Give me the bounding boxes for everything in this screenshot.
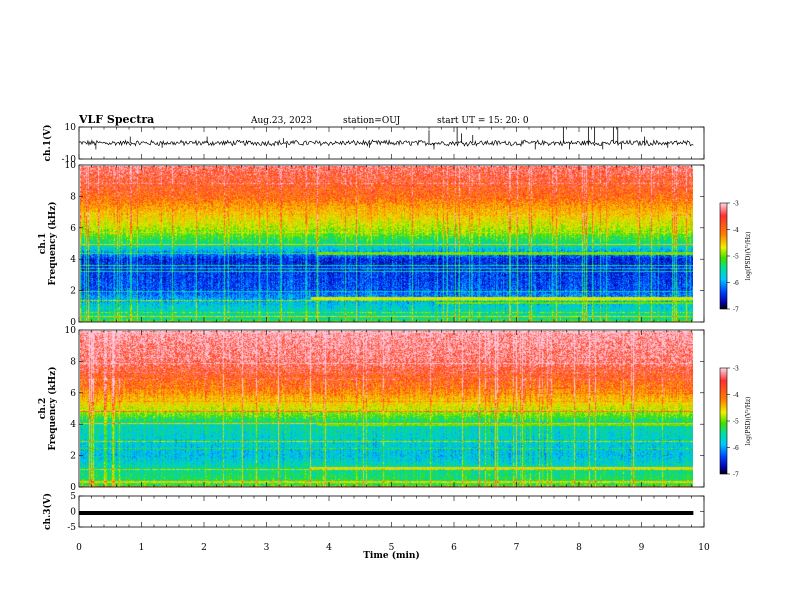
x-tick-label: 5 (389, 543, 395, 553)
ch2-spec-ytick-label: 6 (70, 389, 76, 399)
ch1-colorbar-tick-label: -5 (733, 254, 739, 261)
ch3-wave-ytick-label: 5 (70, 492, 76, 502)
x-tick-label: 0 (76, 543, 82, 553)
ch2-colorbar-gradient (719, 367, 728, 475)
x-tick-label: 2 (201, 543, 207, 553)
ch2-colorbar-tick-label: -7 (733, 472, 739, 479)
ch1-spec-ytick-label: 8 (70, 192, 76, 202)
ch1-wave-ytick-label: 10 (65, 123, 77, 133)
ch3-wave-ytick-label: -5 (67, 523, 76, 533)
ch3-waveform-panel: 5 0 -5 ch.3(V) (42, 492, 705, 533)
ch2-colorbar-tick-label: -3 (733, 366, 739, 373)
header-start-time: start UT = 15: 20: 0 (437, 116, 529, 126)
x-tick-label: 6 (451, 543, 457, 553)
header-date: Aug.23, 2023 (250, 116, 312, 126)
ch2-colorbar-tick-label: -4 (733, 392, 739, 399)
ch3-wave-ytick-label: 0 (70, 508, 76, 518)
ch1-colorbar-tick-label: -4 (733, 227, 739, 234)
ch1-spec-ytick-label: 2 (70, 287, 76, 297)
ch2-spec-ytick-label: 4 (70, 420, 76, 430)
ch1-spec-ytick-label: 4 (70, 255, 76, 265)
ch2-colorbar: -3 -4 -5 -6 -7 log(PSD)(V²/Hz) (719, 366, 752, 479)
x-tick-label: 3 (264, 543, 270, 553)
ch2-spec-ylabel-line: ch.2 (38, 398, 48, 419)
ch1-colorbar-tick-label: -3 (733, 201, 739, 208)
ch3-wave-ylabel-line: ch.3(V) (42, 493, 53, 530)
ch1-spec-ytick-label: 10 (65, 161, 77, 171)
ch1-spec-ytick-label: 6 (70, 224, 76, 234)
ch1-wave-ytick-label: -10 (62, 155, 77, 165)
ch1-colorbar-tick-label: -7 (733, 307, 739, 314)
ch2-spec-ylabel-line: Frequency (kHz) (47, 366, 58, 450)
ch2-colorbar-label: log(PSD)(V²/Hz) (745, 397, 752, 446)
header-station: station=OUJ (343, 116, 401, 126)
x-tick-label: 1 (139, 543, 145, 553)
ch2-spec-ytick-label: 8 (70, 357, 76, 367)
ch2-colorbar-tick-label: -5 (733, 419, 739, 426)
ch1-colorbar: -3 -4 -5 -6 -7 log(PSD)(V²/Hz) (719, 201, 752, 314)
ch1-colorbar-tick-label: -6 (733, 280, 739, 287)
ch2-spec-canvas (79, 330, 693, 487)
ch2-spectrogram-panel: 0 2 4 6 8 10 ch.2 Frequency (kHz) (38, 326, 705, 493)
x-axis-label: Time (min) (363, 550, 420, 561)
ch1-colorbar-gradient (719, 202, 728, 310)
ch2-spec-ytick-label: 2 (70, 452, 76, 462)
figure-title: VLF Spectra (78, 113, 154, 126)
ch1-wave-ylabel-line: ch.1(V) (42, 125, 53, 162)
x-tick-label: 7 (514, 543, 520, 553)
ch1-colorbar-label: log(PSD)(V²/Hz) (745, 232, 752, 281)
ch1-spec-canvas (79, 165, 693, 322)
ch1-spec-image (79, 165, 693, 322)
ch1-spec-ylabel-line: Frequency (kHz) (47, 201, 58, 285)
ch1-waveform-trace (78, 139, 694, 148)
ch2-spec-ytick-label: 10 (65, 326, 77, 336)
ch1-spec-ytick-label: 0 (70, 318, 76, 328)
x-tick-label: 10 (698, 543, 710, 553)
x-axis: 0 1 2 3 4 5 6 7 8 9 10 Time (min) (76, 543, 710, 561)
ch2-spec-image (79, 330, 693, 487)
x-tick-label: 8 (576, 543, 582, 553)
x-tick-label: 4 (326, 543, 332, 553)
ch2-spec-ytick-label: 0 (70, 483, 76, 493)
ch2-colorbar-tick-label: -6 (733, 445, 739, 452)
x-tick-label: 9 (639, 543, 645, 553)
ch1-waveform-panel: 10 -10 ch.1(V) (42, 123, 705, 165)
ch1-spectrogram-panel: 0 2 4 6 8 10 ch.1 Frequency (kHz) (38, 161, 705, 328)
ch1-spec-ylabel-line: ch.1 (38, 233, 48, 254)
